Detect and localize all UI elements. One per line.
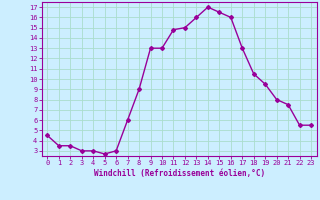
X-axis label: Windchill (Refroidissement éolien,°C): Windchill (Refroidissement éolien,°C) [94, 169, 265, 178]
